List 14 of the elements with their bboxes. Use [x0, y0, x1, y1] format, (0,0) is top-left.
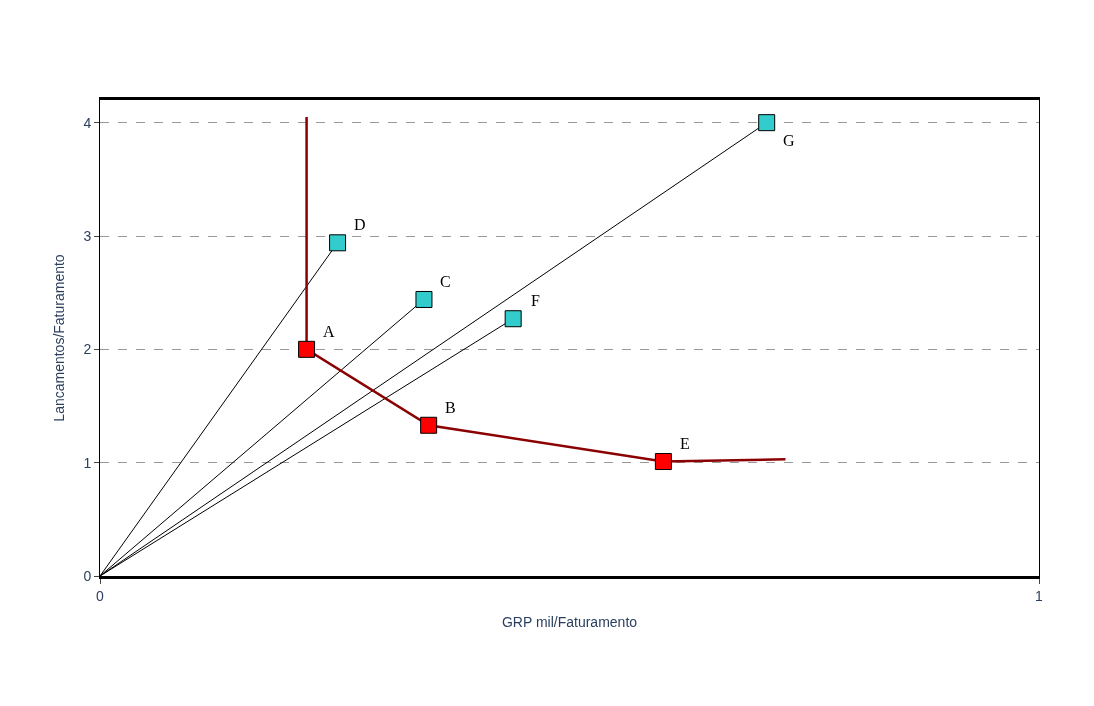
annotation: C [440, 273, 451, 290]
annotation: G [783, 132, 795, 149]
y-axis-title: Lancamentos/Faturamento [51, 254, 67, 422]
annotation: F [531, 292, 540, 309]
annotation: D [354, 216, 366, 233]
y-tick-label: 3 [83, 227, 92, 244]
annotation: A [323, 323, 335, 340]
y-tick-label: 0 [83, 567, 92, 584]
x-axis-title: GRP mil/Faturamento [501, 614, 638, 631]
y-tick-label: 1 [83, 454, 92, 471]
y-tick-label: 2 [83, 341, 92, 358]
annotation: E [680, 435, 690, 452]
annotation: B [445, 399, 456, 416]
y-tick-label: 4 [83, 114, 92, 131]
